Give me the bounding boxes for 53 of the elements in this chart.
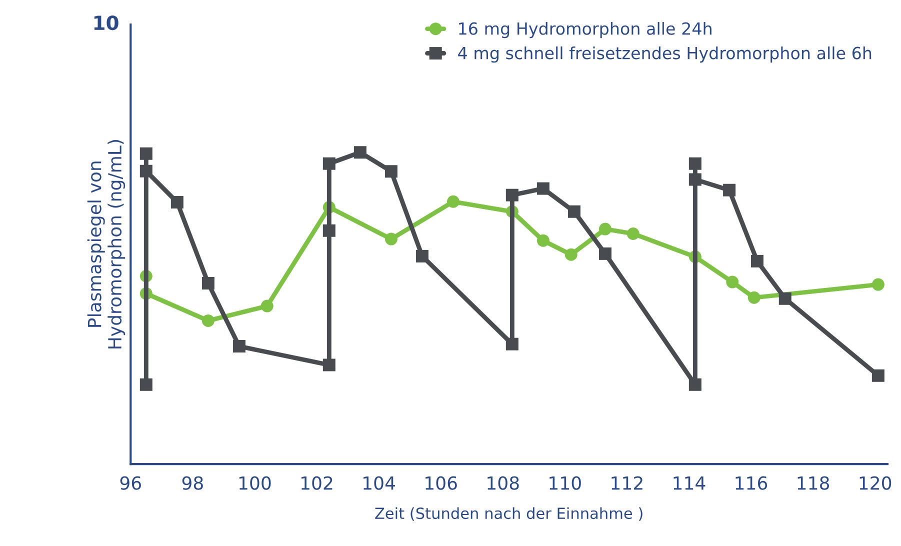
x-tick-label: 102 — [302, 476, 332, 490]
point — [723, 184, 736, 196]
point — [726, 276, 739, 288]
point — [384, 232, 398, 246]
legend-label: 16 mg Hydromorphon alle 24h — [459, 22, 712, 38]
x-tick-label: 104 — [364, 476, 396, 490]
point — [626, 227, 640, 240]
x-tick-label: 120 — [860, 476, 892, 490]
x-tick-label: 106 — [426, 476, 457, 490]
point — [688, 378, 702, 391]
point — [170, 196, 184, 209]
point — [564, 248, 578, 261]
point — [872, 278, 884, 291]
x-tick-label: 118 — [798, 476, 830, 490]
x-axis-title: Zeit (Stunden nach der Einnahme ) — [375, 507, 642, 521]
point — [260, 300, 274, 312]
point — [598, 247, 612, 260]
point — [202, 277, 214, 290]
point — [778, 292, 792, 305]
x-tick-label: 116 — [736, 476, 768, 490]
x-tick-label: 98 — [182, 476, 203, 490]
point — [140, 164, 152, 178]
point — [750, 254, 764, 268]
point — [688, 157, 702, 170]
point — [354, 146, 366, 159]
point — [568, 205, 580, 218]
point — [536, 234, 550, 247]
x-tick-label: 100 — [239, 476, 271, 490]
point — [506, 188, 518, 202]
x-tick-label: 96 — [120, 476, 141, 490]
y-axis-title: Plasmaspiegel von Hydromorphon (ng/mL) — [87, 140, 126, 348]
point — [384, 165, 398, 178]
x-tick-label: 108 — [488, 476, 519, 490]
point — [446, 195, 460, 208]
point — [536, 182, 550, 195]
x-tick-label: 110 — [550, 476, 581, 490]
point — [416, 250, 428, 262]
point — [322, 358, 336, 372]
point — [506, 338, 518, 350]
point — [872, 369, 884, 382]
point — [598, 222, 612, 236]
point — [322, 157, 336, 170]
point — [202, 314, 214, 327]
x-tick-label: 112 — [612, 476, 642, 490]
point — [140, 378, 152, 391]
point — [232, 340, 246, 353]
point — [322, 224, 336, 237]
text: 10 — [94, 16, 118, 30]
point — [688, 173, 702, 186]
x-tick-label: 114 — [674, 476, 706, 490]
legend-label: 4 mg schnell freisetzendes Hydromorphon alle 6h — [458, 46, 872, 63]
point — [140, 147, 152, 160]
point — [748, 291, 760, 304]
